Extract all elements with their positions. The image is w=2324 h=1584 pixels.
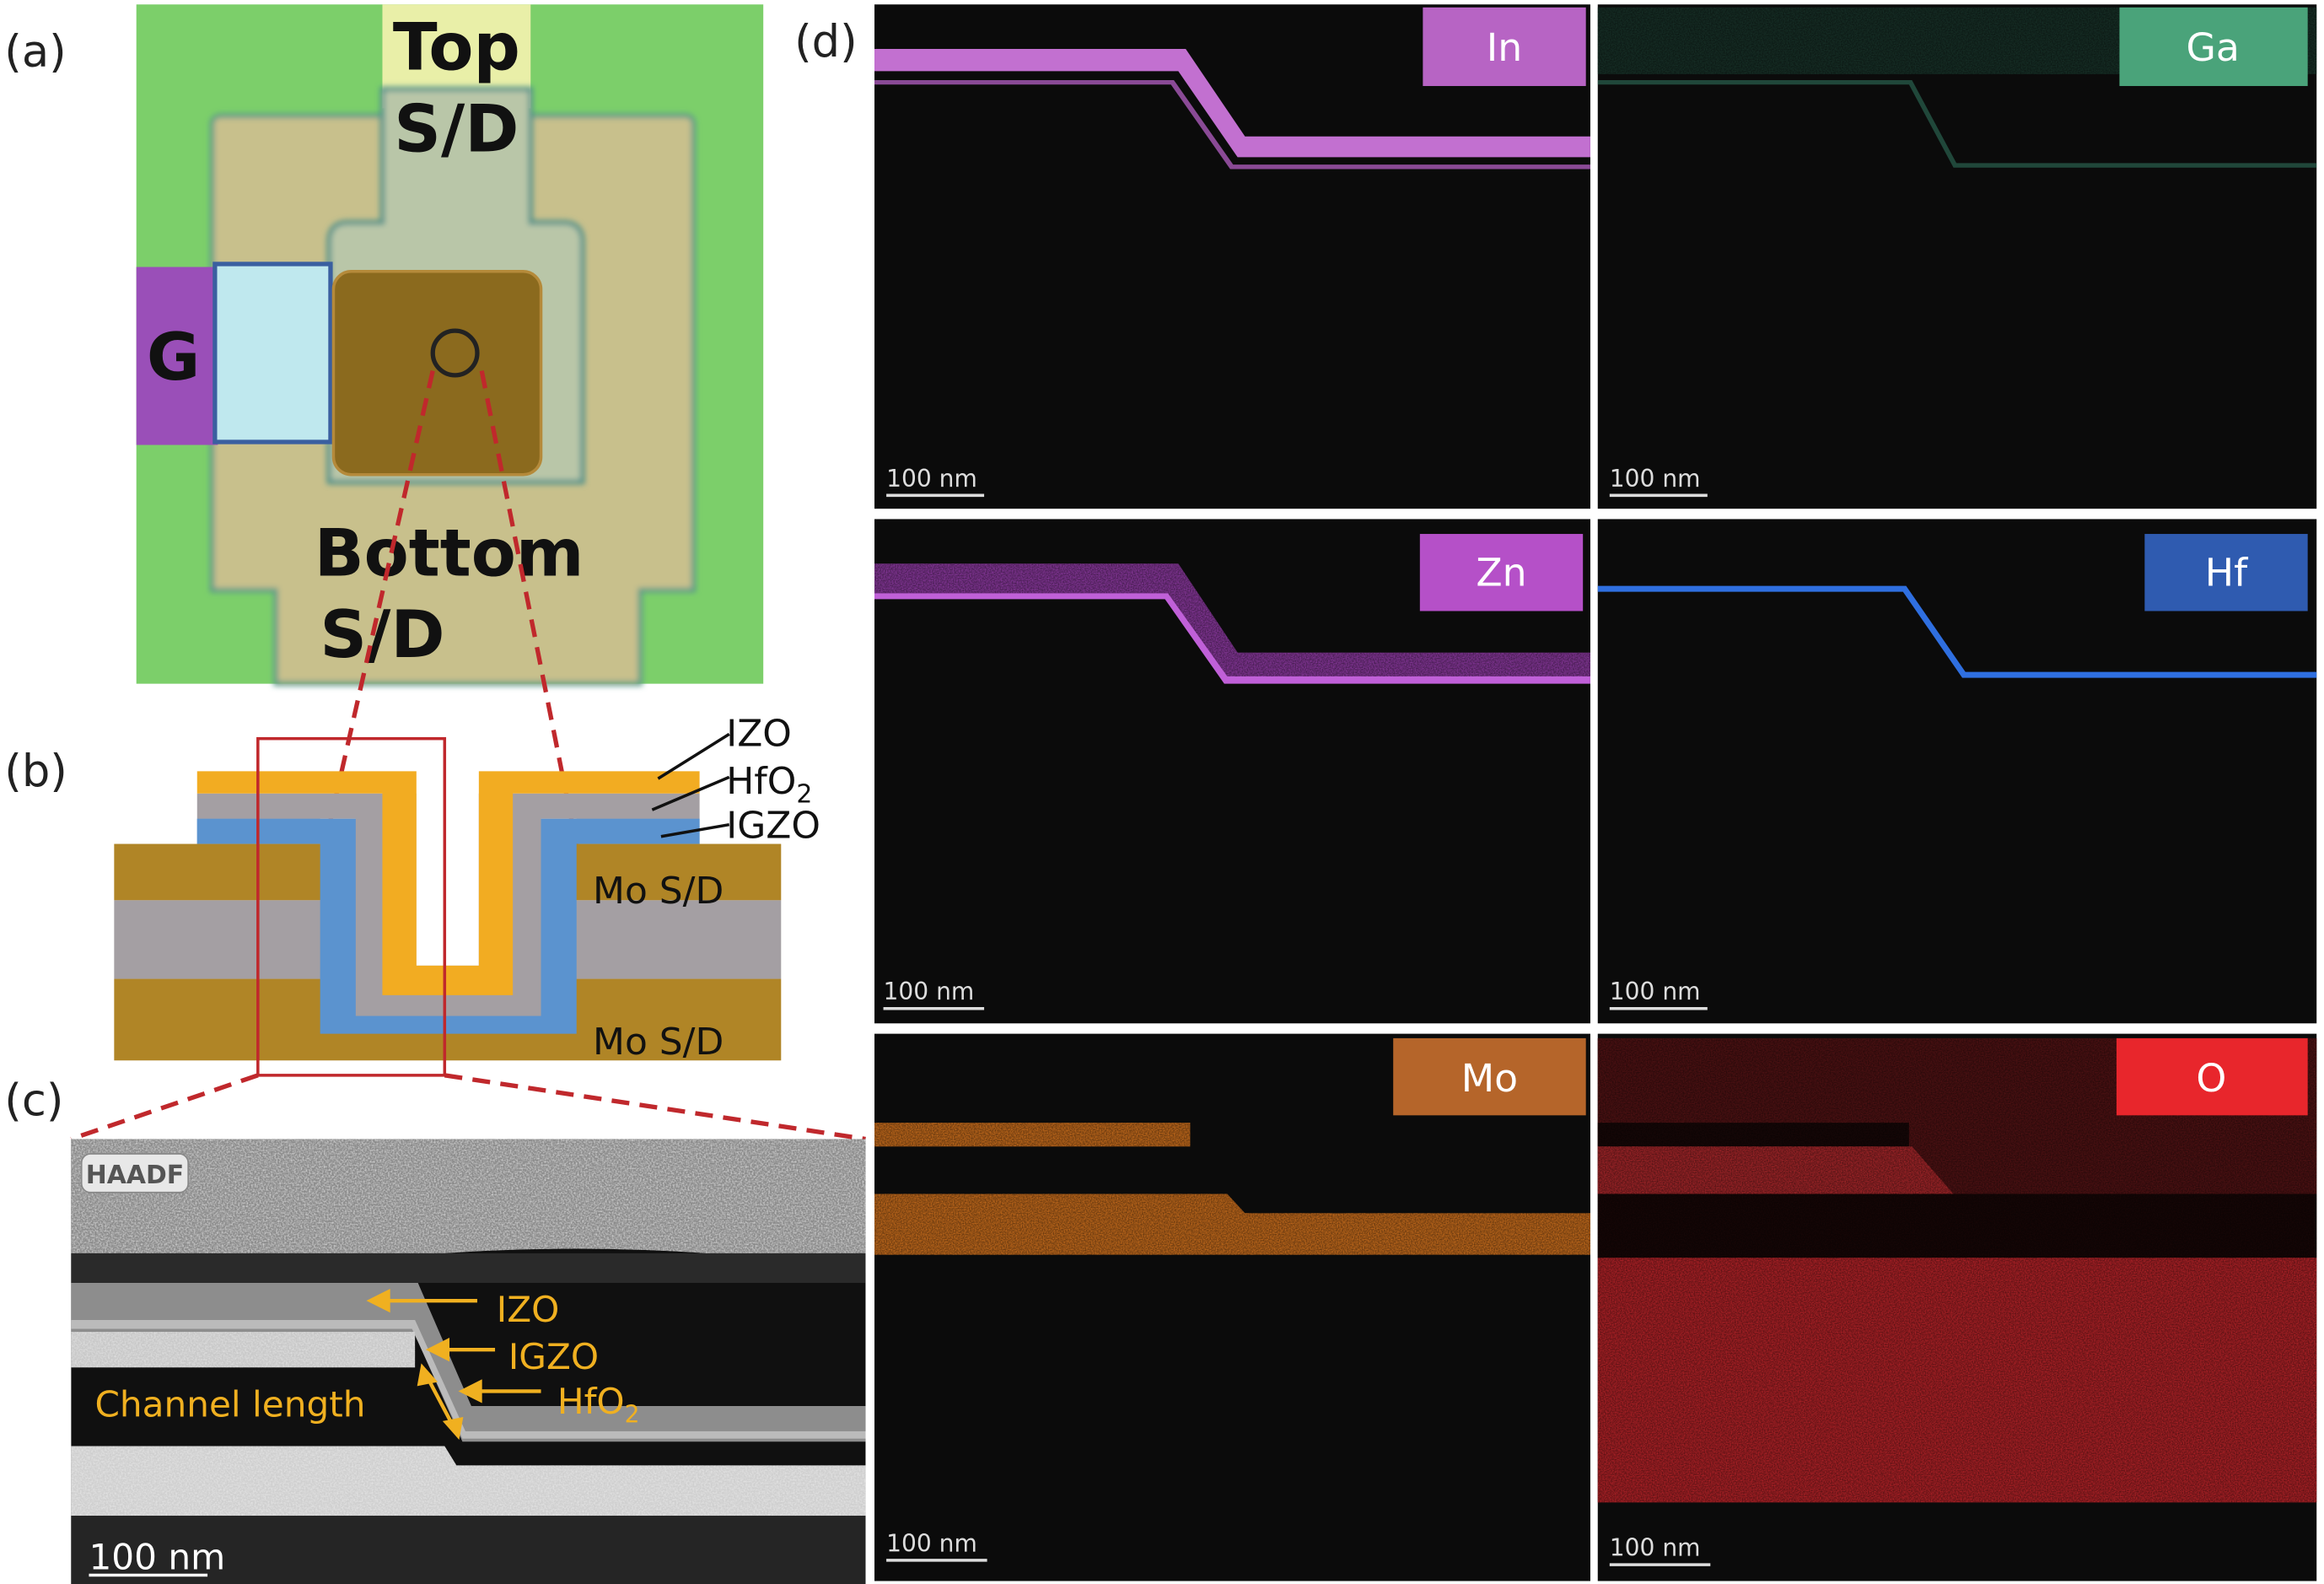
scale-bar-label-o: 100 nm [1610,1534,1701,1562]
igzo-label: IGZO [726,805,820,848]
element-badge-mo: Mo [1461,1056,1518,1101]
panel-c-haadf-image: HAADF IZO IGZO HfO2 Channel length 100 n… [71,1139,866,1584]
eds-map-mo: Mo 100 nm [874,1033,1590,1581]
eds-map-zn: Zn 100 nm [874,519,1590,1024]
top-sd-label-1: Top [393,10,520,86]
element-badge-hf: Hf [2205,551,2248,595]
hfo2-annotation: HfO2 [557,1381,640,1429]
panel-a-micrograph: Top S/D G Bottom S/D [136,4,764,687]
mo-sd-top-label: Mo S/D [593,870,724,913]
mo-sd-bottom-label: Mo S/D [593,1021,724,1064]
panel-d-eds-maps: In 100 nm Ga 100 nm Zn 100 nm [874,4,2317,1581]
panel-label-c: (c) [4,1075,63,1126]
izo-label: IZO [726,712,792,755]
panel-label-a: (a) [4,26,66,78]
scale-bar-label-in: 100 nm [886,465,977,493]
zoom-lines-b-c [70,1073,866,1142]
panel-label-d: (d) [794,16,858,67]
scale-bar-label-mo: 100 nm [886,1529,977,1557]
haadf-badge-text: HAADF [86,1161,184,1190]
element-badge-o: O [2196,1056,2226,1101]
top-sd-label-2: S/D [394,91,519,167]
zoom-box [256,736,447,1077]
element-badge-ga: Ga [2186,25,2239,70]
haadf-badge [80,1153,190,1193]
izo-annotation: IZO [497,1289,560,1330]
eds-map-in: In 100 nm [874,4,1590,509]
eds-map-hf: Hf 100 nm [1597,519,2317,1024]
panel-b-schematic: Mo S/D Mo S/D IZO HfO2 IGZO [114,712,820,1077]
panel-label-b: (b) [4,746,67,797]
channel-length-annotation: Channel length [94,1383,365,1425]
eds-map-ga: Ga 100 nm [1597,4,2317,509]
element-badge-in: In [1487,25,1522,70]
gate-label: G [147,320,200,396]
bottom-sd-label-1: Bottom [315,515,584,591]
scale-bar-label-ga: 100 nm [1610,465,1701,493]
element-badge-zn: Zn [1476,551,1526,595]
scale-bar-label-hf: 100 nm [1610,978,1701,1005]
scale-bar-label-zn: 100 nm [884,978,975,1005]
hfo2-label: HfO2 [726,760,812,810]
eds-map-o: O 100 nm [1597,1033,2317,1581]
scale-bar-label: 100 nm [89,1536,225,1577]
bottom-sd-label-2: S/D [320,597,444,673]
igzo-annotation: IGZO [508,1336,599,1377]
